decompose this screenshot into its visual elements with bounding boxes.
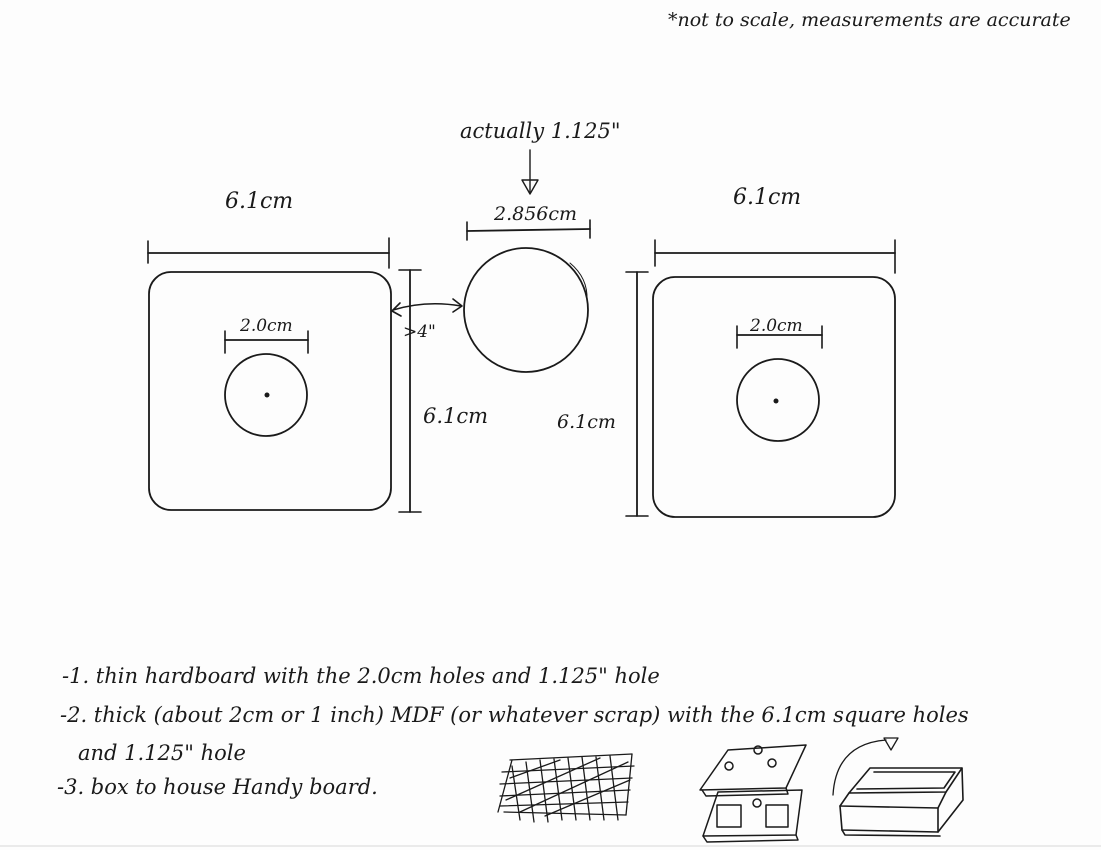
left-height-label: 6.1cm [423,404,488,428]
right-height-label: 6.1cm [557,411,616,433]
header-note: *not to scale, measurements are accurate [668,9,1071,31]
stacked-boards-sketch [699,744,807,843]
actual-size-annotation: actually 1.125" [460,119,621,143]
gap-label: >4" [403,322,436,342]
right-hole-dimension-line [736,325,823,349]
open-box-sketch [839,767,964,837]
left-hole-dimension-line [224,330,309,354]
curved-arrow [832,737,899,796]
left-hole-circle [224,353,308,437]
right-width-label: 6.1cm [733,185,801,210]
note-line-4: -3. box to house Handy board. [57,775,378,799]
circle-width-label: 2.856cm [493,203,577,225]
note-line-3: and 1.125" hole [78,741,246,765]
hatched-block-sketch [497,753,635,823]
right-hole-circle [736,358,820,442]
down-arrow [521,149,539,195]
left-width-dimension-line [147,237,390,269]
note-line-1: -1. thin hardboard with the 2.0cm holes … [62,664,660,688]
left-height-dimension-line [398,269,422,513]
right-width-dimension-line [654,239,896,274]
large-circle [463,247,589,373]
left-hole-label: 2.0cm [239,316,293,336]
right-height-dimension-line [625,271,649,517]
circle-width-dimension-line [466,219,591,241]
note-line-2: -2. thick (about 2cm or 1 inch) MDF (or … [60,703,969,727]
right-hole-label: 2.0cm [749,316,803,336]
left-square-piece [148,271,392,511]
gap-arrow [391,298,463,317]
right-square-piece [652,276,896,518]
left-width-label: 6.1cm [225,189,293,214]
